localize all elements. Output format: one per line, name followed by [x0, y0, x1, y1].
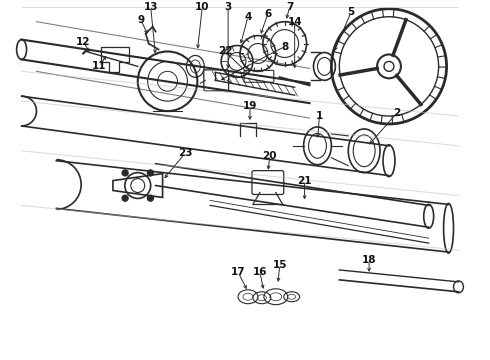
Text: 11: 11	[92, 62, 106, 71]
Text: 12: 12	[76, 37, 90, 46]
Text: 5: 5	[347, 7, 355, 17]
Text: 17: 17	[231, 267, 245, 277]
Text: 19: 19	[243, 101, 257, 111]
Text: 16: 16	[253, 267, 267, 277]
Text: 21: 21	[297, 176, 312, 185]
Text: 22: 22	[218, 46, 232, 57]
Text: 1: 1	[316, 111, 323, 121]
Text: 3: 3	[224, 2, 232, 12]
Text: 13: 13	[144, 2, 158, 12]
Text: 15: 15	[272, 260, 287, 270]
Text: 23: 23	[178, 148, 193, 158]
Text: 4: 4	[245, 12, 252, 22]
Text: 6: 6	[264, 9, 271, 19]
Text: 8: 8	[281, 41, 288, 51]
Text: 7: 7	[286, 2, 294, 12]
Text: 14: 14	[287, 17, 302, 27]
Text: 2: 2	[393, 108, 400, 118]
Text: 20: 20	[263, 151, 277, 161]
Text: 9: 9	[137, 15, 144, 25]
Circle shape	[147, 170, 153, 176]
Circle shape	[122, 195, 128, 201]
Circle shape	[122, 170, 128, 176]
Text: 10: 10	[195, 2, 210, 12]
Text: 18: 18	[362, 255, 376, 265]
Circle shape	[147, 195, 153, 201]
